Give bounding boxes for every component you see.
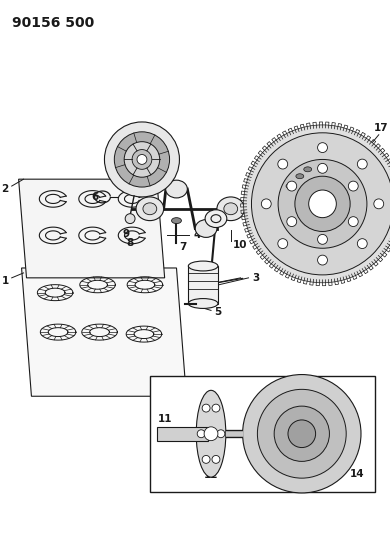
Circle shape — [132, 150, 152, 169]
Circle shape — [309, 190, 336, 217]
Bar — [188, 266, 218, 303]
Circle shape — [104, 122, 179, 197]
Circle shape — [261, 199, 271, 209]
Text: 10: 10 — [233, 240, 247, 251]
Ellipse shape — [224, 203, 238, 215]
Ellipse shape — [196, 390, 226, 477]
Text: 5: 5 — [214, 308, 221, 317]
Circle shape — [317, 255, 327, 265]
Circle shape — [357, 159, 367, 169]
Circle shape — [317, 143, 327, 152]
Text: 15: 15 — [271, 446, 285, 456]
Ellipse shape — [296, 174, 304, 179]
Text: 17: 17 — [373, 123, 388, 133]
Ellipse shape — [136, 197, 164, 221]
Circle shape — [274, 406, 330, 462]
Ellipse shape — [188, 298, 218, 309]
Ellipse shape — [195, 220, 217, 237]
Ellipse shape — [188, 261, 218, 271]
Circle shape — [204, 427, 218, 441]
Text: 14: 14 — [350, 469, 364, 479]
Circle shape — [278, 159, 367, 248]
Circle shape — [114, 132, 170, 187]
Circle shape — [125, 214, 135, 223]
Circle shape — [217, 430, 225, 438]
Ellipse shape — [166, 180, 187, 198]
Circle shape — [124, 142, 160, 177]
Polygon shape — [22, 268, 187, 396]
Text: 9: 9 — [123, 229, 130, 238]
Circle shape — [317, 235, 327, 244]
Polygon shape — [19, 179, 165, 278]
Circle shape — [287, 217, 297, 227]
Text: 13: 13 — [288, 457, 302, 467]
Circle shape — [202, 404, 210, 412]
Circle shape — [212, 404, 220, 412]
Text: 7: 7 — [179, 243, 187, 252]
Circle shape — [242, 375, 361, 493]
Ellipse shape — [304, 167, 312, 172]
Ellipse shape — [248, 180, 269, 198]
Text: 12: 12 — [204, 470, 218, 480]
Ellipse shape — [217, 197, 244, 221]
Ellipse shape — [172, 217, 181, 223]
Text: 8: 8 — [126, 238, 134, 248]
Circle shape — [251, 133, 391, 275]
Text: 1: 1 — [2, 276, 9, 286]
Ellipse shape — [211, 215, 221, 223]
Ellipse shape — [205, 210, 227, 228]
Text: 18: 18 — [310, 151, 325, 161]
Circle shape — [212, 455, 220, 463]
Circle shape — [287, 181, 297, 191]
Circle shape — [374, 199, 384, 209]
Circle shape — [348, 217, 358, 227]
Bar — [157, 427, 208, 441]
Circle shape — [202, 455, 210, 463]
Circle shape — [317, 164, 327, 173]
Circle shape — [288, 420, 316, 448]
Text: 4: 4 — [193, 230, 201, 240]
Circle shape — [278, 159, 288, 169]
Bar — [150, 376, 375, 492]
Text: 16: 16 — [269, 214, 283, 224]
Circle shape — [295, 176, 350, 231]
Text: 90156 500: 90156 500 — [12, 17, 94, 30]
Ellipse shape — [286, 183, 294, 189]
Circle shape — [197, 430, 205, 438]
Text: 6: 6 — [91, 192, 98, 202]
Circle shape — [244, 125, 391, 283]
Circle shape — [278, 239, 288, 248]
Circle shape — [348, 181, 358, 191]
Circle shape — [357, 239, 367, 248]
Text: 2: 2 — [2, 184, 9, 194]
Text: 11: 11 — [158, 414, 172, 424]
Text: 3: 3 — [253, 273, 260, 283]
Circle shape — [137, 155, 147, 164]
Text: 19: 19 — [292, 157, 307, 167]
Circle shape — [257, 389, 346, 478]
Ellipse shape — [143, 203, 157, 215]
